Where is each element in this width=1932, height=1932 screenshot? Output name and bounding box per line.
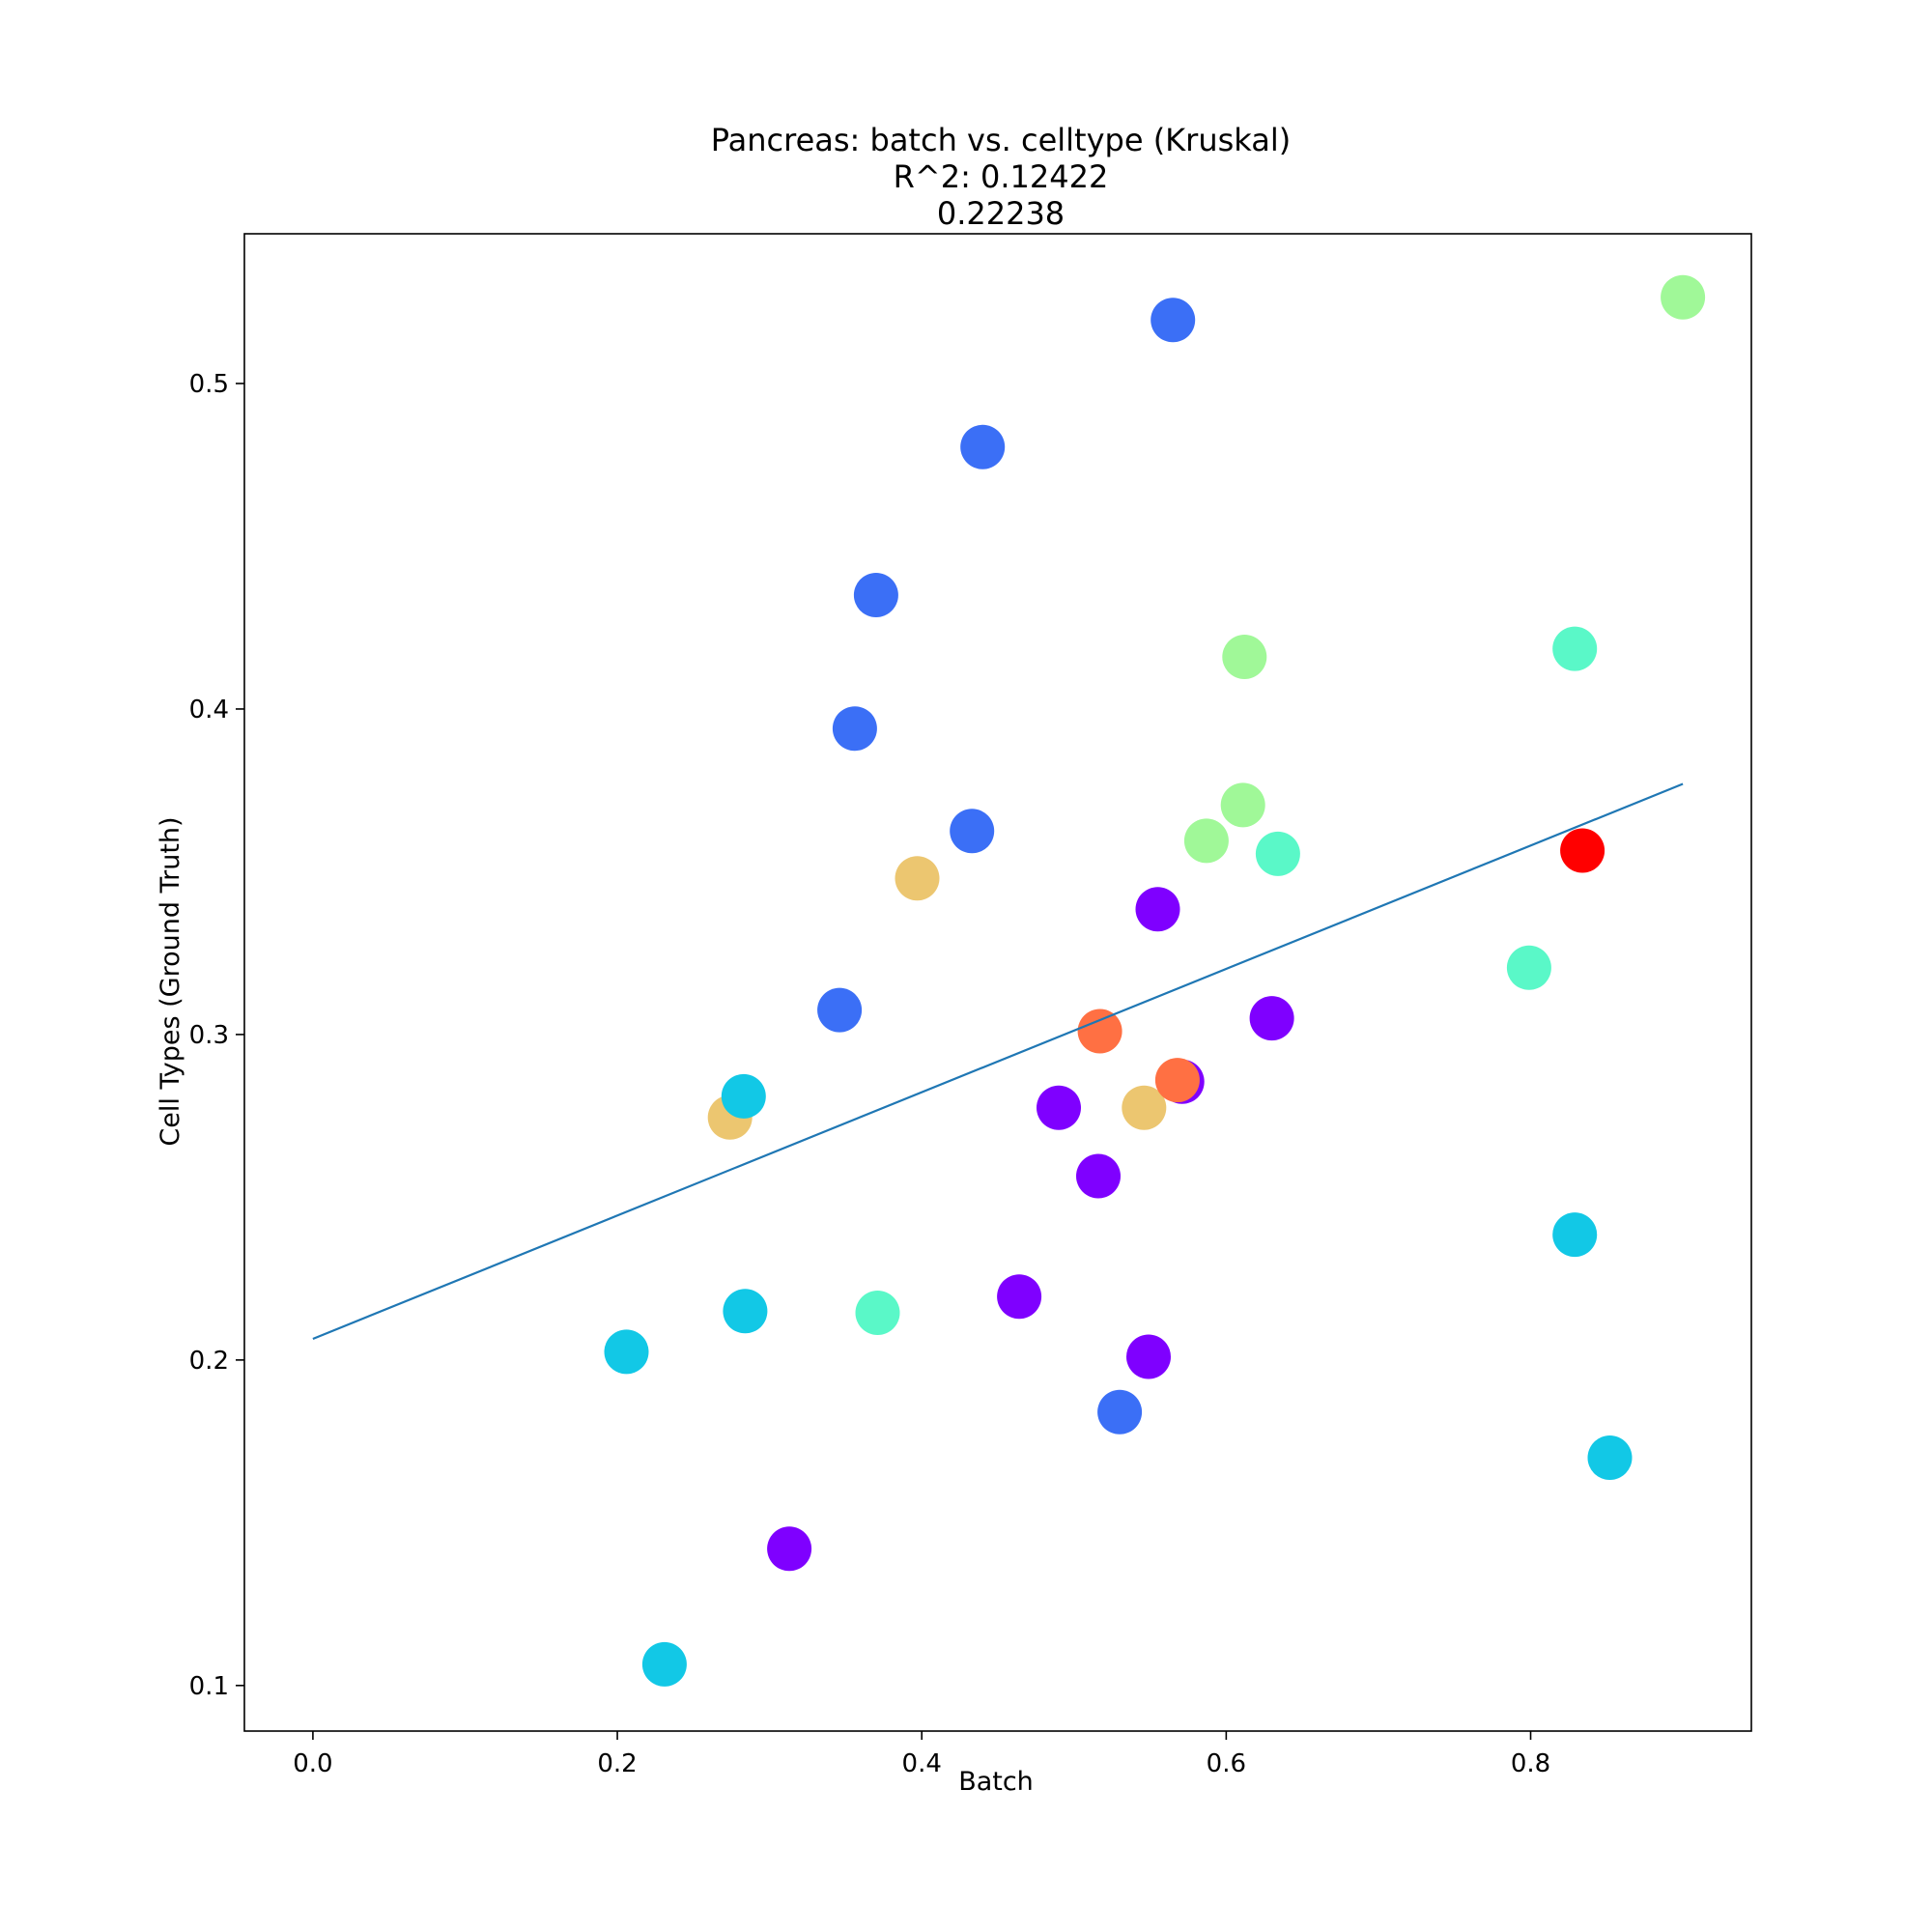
scatter-point-30	[723, 1289, 768, 1334]
y-tick-label-3: 0.4	[189, 696, 229, 724]
title-line-2: R^2: 0.12422	[894, 158, 1109, 195]
y-tick-label-2: 0.3	[189, 1021, 229, 1050]
y-axis-ticks: 0.1 0.2 0.3 0.4 0.5	[189, 370, 244, 1701]
x-tick-label-2: 0.4	[902, 1749, 942, 1778]
scatter-point-33	[1587, 1435, 1633, 1480]
scatter-point-20	[1249, 996, 1294, 1041]
scatter-point-1	[960, 424, 1006, 469]
scatter-point-28	[1154, 1058, 1200, 1103]
scatter-point-24	[997, 1274, 1042, 1320]
x-tick-label-4: 0.8	[1511, 1749, 1550, 1778]
scatter-point-12	[1255, 831, 1300, 876]
scatter-point-19	[1135, 887, 1180, 932]
scatter-point-18	[1122, 1085, 1167, 1130]
y-tick-label-1: 0.2	[189, 1347, 229, 1376]
x-tick-label-1: 0.2	[597, 1749, 637, 1778]
scatter-point-6	[1097, 1389, 1143, 1435]
scatter-point-15	[1560, 828, 1605, 873]
scatter-point-11	[1552, 626, 1598, 671]
x-tick-label-0: 0.0	[293, 1749, 332, 1778]
scatter-point-5	[817, 987, 863, 1033]
scatter-point-26	[767, 1526, 812, 1572]
x-axis-ticks: 0.0 0.2 0.4 0.6 0.8	[293, 1731, 1550, 1778]
scatter-point-3	[832, 706, 877, 752]
scatter-point-16	[895, 856, 940, 901]
x-tick-label-3: 0.6	[1207, 1749, 1246, 1778]
scatter-point-27	[1077, 1009, 1122, 1054]
scatter-point-25	[1126, 1334, 1171, 1379]
regression-line	[312, 782, 1684, 1341]
scatter-point-7	[1661, 274, 1706, 320]
scatter-point-32	[1552, 1212, 1598, 1258]
title-line-3: 0.22238	[937, 195, 1065, 232]
scatter-point-22	[1037, 1085, 1081, 1130]
y-axis-label: Cell Types (Ground Truth)	[156, 816, 185, 1146]
chart-title: Pancreas: batch vs. celltype (Kruskal) R…	[711, 122, 1291, 232]
scatter-point-14	[855, 1291, 900, 1335]
scatter-point-8	[1222, 635, 1267, 679]
scatter-point-23	[1076, 1153, 1121, 1199]
y-tick-label-4: 0.5	[189, 370, 229, 399]
scatter-point-4	[950, 809, 995, 854]
y-tick-label-0: 0.1	[189, 1672, 229, 1701]
scatter-point-29	[721, 1073, 766, 1119]
scatter-point-9	[1220, 782, 1265, 828]
scatter-point-13	[1506, 945, 1551, 990]
plot-frame	[243, 233, 1752, 1732]
scatter-point-0	[1151, 298, 1196, 343]
title-line-1: Pancreas: batch vs. celltype (Kruskal)	[711, 122, 1291, 158]
x-axis-label: Batch	[958, 1767, 1034, 1797]
scatter-point-10	[1183, 818, 1229, 864]
scatter-point-31	[604, 1329, 649, 1375]
scatter-point-2	[853, 573, 898, 617]
points-layer	[604, 274, 1706, 1687]
plot-area	[312, 274, 1706, 1687]
scatter-point-34	[641, 1641, 687, 1687]
